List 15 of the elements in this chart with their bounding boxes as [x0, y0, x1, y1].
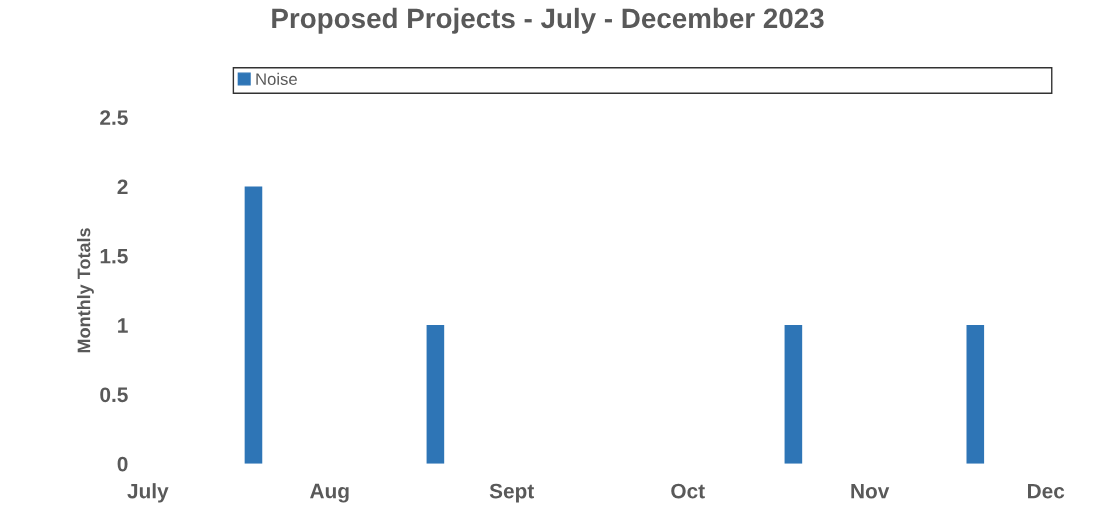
chart-title: Proposed Projects - July - December 2023 — [272, 7, 824, 34]
x-tick-label: Oct — [671, 483, 705, 499]
y-axis-title: Monthly Totals — [77, 228, 94, 353]
y-tick-label: 0 — [117, 456, 128, 472]
legend-label: Noise — [256, 72, 297, 86]
x-tick-label: Aug — [310, 483, 349, 503]
y-tick-label: 2.5 — [100, 110, 128, 125]
y-tick-label: 2 — [117, 179, 128, 195]
x-tick-label: July — [127, 483, 169, 503]
y-tick-label: 1.5 — [100, 249, 128, 264]
y-tick-label: 1 — [118, 318, 128, 333]
x-tick-label: Nov — [851, 483, 890, 499]
x-tick-label: Dec — [1028, 483, 1065, 499]
y-tick-label: 0.5 — [100, 387, 128, 403]
x-tick-label: Sept — [489, 483, 534, 503]
